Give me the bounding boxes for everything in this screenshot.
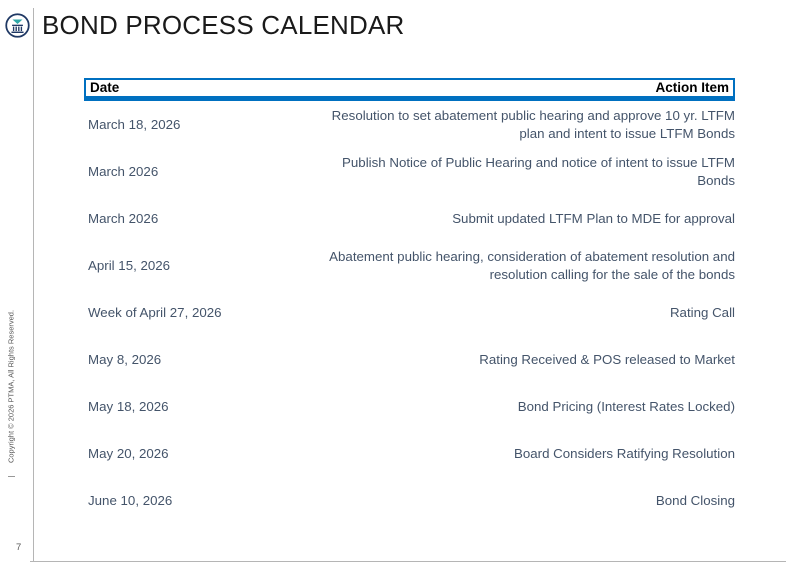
table-row: March 18, 2026 Resolution to set abateme…: [84, 101, 735, 148]
column-header-date: Date: [90, 79, 120, 95]
action-cell: Resolution to set abatement public heari…: [331, 108, 735, 141]
bond-calendar-table: Date Action Item March 18, 2026 Resoluti…: [84, 78, 735, 524]
action-cell: Rating Call: [669, 304, 735, 320]
table-row: June 10, 2026 Bond Closing: [84, 477, 735, 524]
page-title: BOND PROCESS CALENDAR: [42, 10, 405, 40]
table-row: March 2026 Publish Notice of Public Hear…: [84, 148, 735, 195]
table-row: May 20, 2026 Board Considers Ratifying R…: [84, 430, 735, 477]
copyright-text: | Copyright © 2026 PTMA, All Rights Rese…: [6, 309, 16, 478]
table-row: Week of April 27, 2026 Rating Call: [84, 289, 735, 336]
column-header-action-item: Action Item: [655, 79, 729, 95]
table-row: May 18, 2026 Bond Pricing (Interest Rate…: [84, 383, 735, 430]
page-number: 7: [16, 542, 22, 553]
table-row: May 8, 2026 Rating Received & POS releas…: [84, 336, 735, 383]
action-cell: Submit updated LTFM Plan to MDE for appr…: [452, 210, 735, 226]
pma-building-logo-icon: [5, 13, 30, 38]
vertical-divider: [33, 8, 34, 561]
date-cell: Week of April 27, 2026: [88, 304, 222, 320]
date-cell: May 8, 2026: [88, 351, 162, 367]
date-cell: March 18, 2026: [88, 116, 181, 132]
table-row: April 15, 2026 Abatement public hearing,…: [84, 242, 735, 289]
action-cell: Board Considers Ratifying Resolution: [514, 445, 735, 461]
date-cell: May 18, 2026: [88, 398, 169, 414]
date-cell: March 2026: [88, 210, 159, 226]
date-cell: June 10, 2026: [88, 492, 173, 508]
date-cell: May 20, 2026: [88, 445, 169, 461]
bottom-divider: [30, 561, 786, 562]
action-cell: Bond Closing: [655, 492, 735, 508]
action-cell: Abatement public hearing, consideration …: [329, 249, 735, 282]
table-row: March 2026 Submit updated LTFM Plan to M…: [84, 195, 735, 242]
table-header-row: Date Action Item: [84, 78, 735, 101]
action-cell: Bond Pricing (Interest Rates Locked): [517, 398, 735, 414]
date-cell: March 2026: [88, 163, 159, 179]
date-cell: April 15, 2026: [88, 257, 171, 273]
action-cell: Rating Received & POS released to Market: [479, 351, 735, 367]
action-cell: Publish Notice of Public Hearing and not…: [342, 155, 735, 188]
